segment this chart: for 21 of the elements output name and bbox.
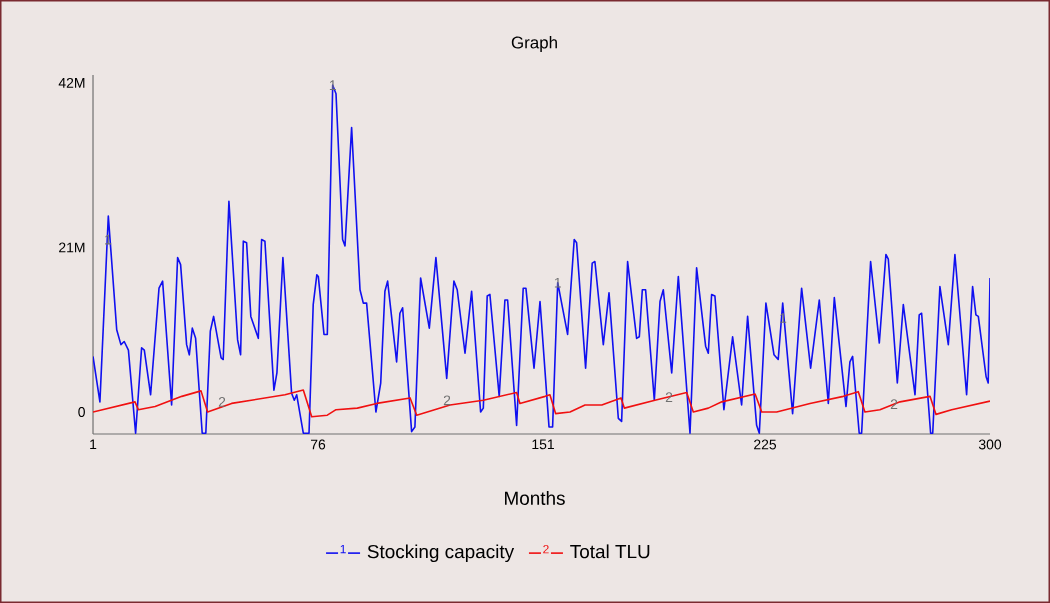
annotation: 2: [443, 395, 451, 406]
x-tick-label: 151: [532, 439, 554, 450]
y-tick-label: 0: [78, 407, 85, 417]
y-tick-label: 42M: [58, 77, 85, 88]
annotation: 1: [329, 80, 336, 90]
line-series: [93, 389, 991, 418]
x-tick-label: 76: [310, 439, 326, 450]
annotation: 1: [780, 313, 787, 323]
text: 1: [340, 545, 346, 554]
x-axis-title: Months: [505, 491, 565, 505]
legend-label: Total TLU: [570, 544, 650, 559]
x-tick-label: 1: [90, 439, 97, 450]
annotation: 2: [218, 396, 226, 407]
x-tick-label: 300: [978, 439, 1002, 450]
text: 2: [543, 544, 549, 554]
annotation: 1: [554, 277, 561, 288]
chart-title: Graph: [511, 36, 557, 52]
annotation: 1: [105, 234, 112, 245]
y-tick-label: 21M: [59, 242, 85, 253]
x-tick-label: 225: [754, 439, 777, 450]
legend-label: Stocking capacity: [367, 544, 515, 563]
